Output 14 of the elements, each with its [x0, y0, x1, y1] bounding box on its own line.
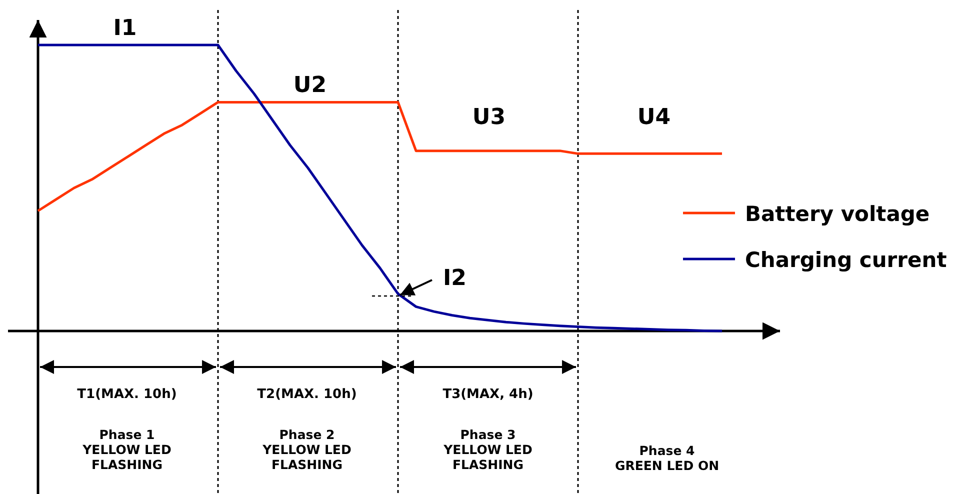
legend-label: Battery voltage	[745, 202, 930, 226]
annotation: U3	[472, 105, 506, 130]
text: I1	[113, 16, 137, 41]
annotation: I2	[443, 266, 466, 291]
text: Phase 3 YELLOW LED FLASHING	[442, 427, 532, 472]
text: Phase 1 YELLOW LED FLASHING	[82, 427, 172, 472]
text: Phase 4 GREEN LED ON	[614, 443, 720, 473]
text: Phase 2 YELLOW LED FLASHING	[262, 427, 352, 472]
legend-label: Charging current	[745, 248, 947, 272]
annotation: U4	[637, 105, 671, 130]
text: T1(MAX. 10h)	[77, 387, 177, 402]
annotation: U2	[293, 73, 327, 98]
text: T2(MAX. 10h)	[257, 387, 357, 402]
text: T3(MAX, 4h)	[442, 387, 534, 402]
